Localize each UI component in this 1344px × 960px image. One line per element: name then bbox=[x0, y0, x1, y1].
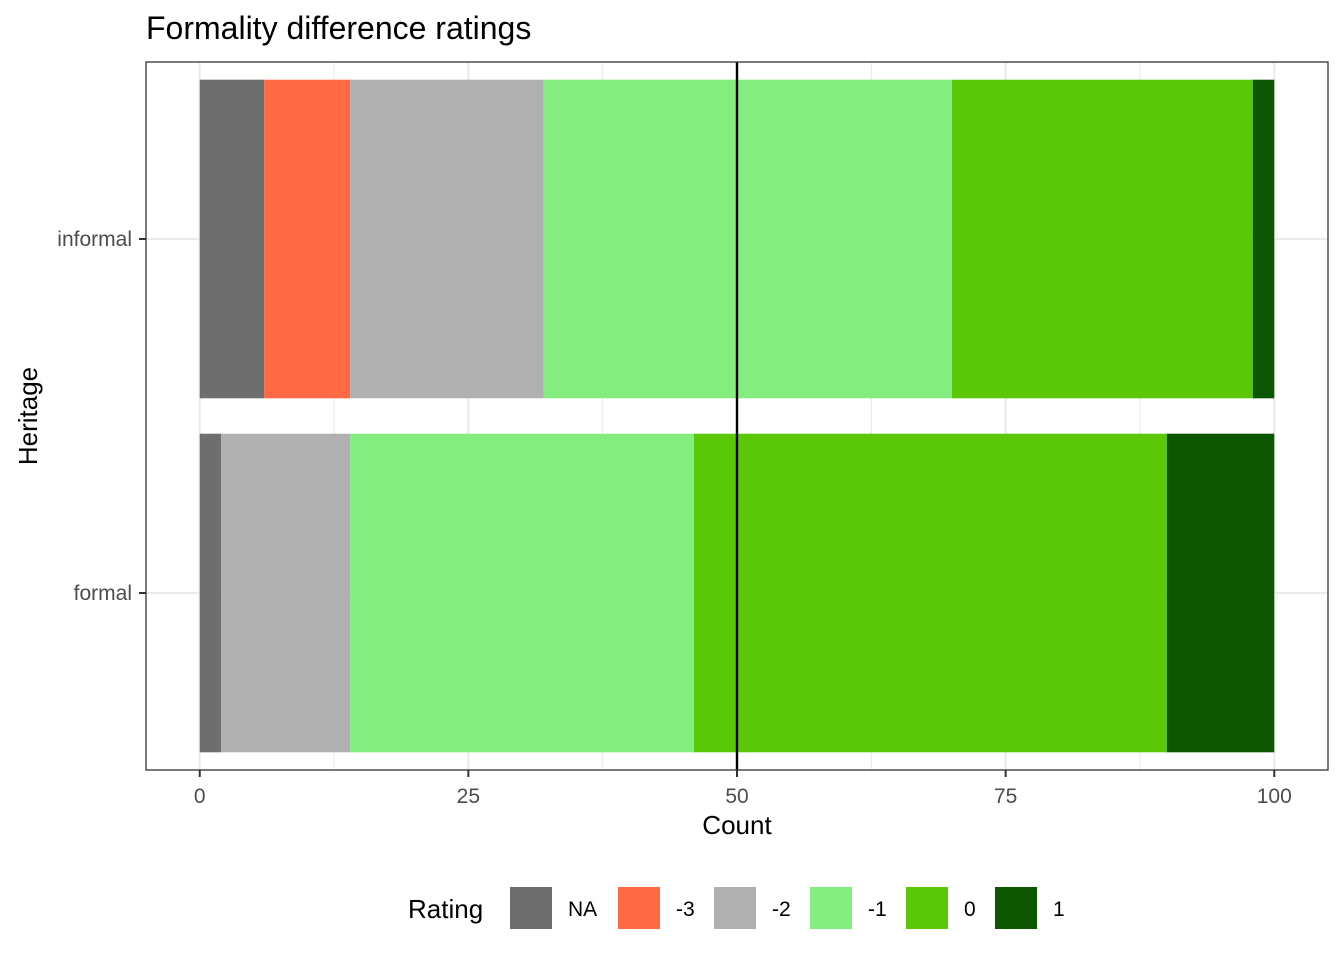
legend-label: -1 bbox=[868, 898, 887, 921]
bar-segment bbox=[199, 433, 222, 753]
bar-segment bbox=[221, 433, 351, 753]
bar-segment bbox=[1252, 79, 1275, 399]
bar-segment bbox=[264, 79, 351, 399]
bars bbox=[199, 79, 1275, 753]
x-tick-label: 25 bbox=[457, 785, 480, 808]
legend-label: 1 bbox=[1053, 898, 1065, 921]
x-tick-label: 50 bbox=[725, 785, 748, 808]
x-tick-label: 100 bbox=[1257, 785, 1292, 808]
x-tick-label: 0 bbox=[194, 785, 206, 808]
bar-segment bbox=[543, 79, 952, 399]
legend-key bbox=[906, 887, 948, 929]
legend-label: -2 bbox=[772, 898, 791, 921]
legend: Rating NA -3 -2 -1 0 1 bbox=[408, 887, 1065, 929]
legend-key bbox=[714, 887, 756, 929]
bar-segment bbox=[350, 433, 695, 753]
bar-segment bbox=[951, 79, 1253, 399]
bar-segment bbox=[1166, 433, 1275, 753]
legend-label: -3 bbox=[676, 898, 695, 921]
legend-label: 0 bbox=[964, 898, 976, 921]
legend-label: NA bbox=[568, 898, 597, 921]
x-axis: 0 25 50 75 100 bbox=[194, 770, 1292, 808]
legend-key bbox=[510, 887, 552, 929]
y-tick-label: formal bbox=[74, 582, 132, 605]
y-axis-title: Heritage bbox=[13, 367, 43, 465]
legend-key bbox=[995, 887, 1037, 929]
x-tick-label: 75 bbox=[994, 785, 1017, 808]
legend-key bbox=[810, 887, 852, 929]
y-axis: informal formal bbox=[57, 228, 146, 605]
bar-segment bbox=[694, 433, 1167, 753]
x-axis-title: Count bbox=[702, 810, 772, 840]
chart-title: Formality difference ratings bbox=[146, 10, 531, 46]
bar-segment bbox=[350, 79, 544, 399]
legend-key bbox=[618, 887, 660, 929]
legend-title: Rating bbox=[408, 894, 483, 924]
bar-segment bbox=[199, 79, 265, 399]
y-tick-label: informal bbox=[57, 228, 132, 251]
